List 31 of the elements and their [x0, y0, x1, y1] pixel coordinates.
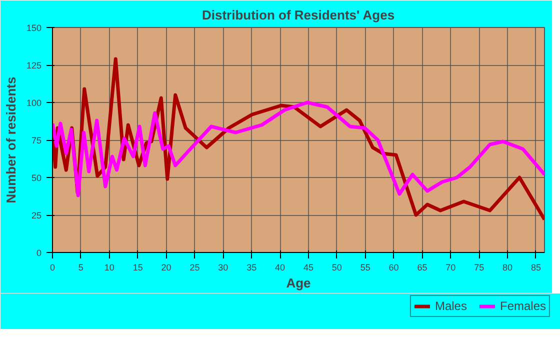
x-tick-label: 65 [417, 262, 428, 272]
x-tick-label: 5 [78, 262, 84, 272]
x-tick-label: 80 [502, 262, 513, 272]
x-tick-label: 25 [190, 262, 200, 272]
y-tick-label: 75 [31, 136, 42, 146]
y-axis-title: Number of residents [3, 76, 18, 204]
y-tick-label: 0 [36, 248, 42, 258]
x-tick-label: 45 [303, 262, 314, 272]
x-axis-title: Age [286, 276, 311, 290]
x-tick-label: 15 [132, 262, 143, 272]
chart-title: Distribution of Residents' Ages [202, 8, 395, 22]
y-tick-label: 100 [26, 98, 42, 108]
y-tick-label: 25 [31, 210, 42, 220]
y-tick-label: 150 [26, 23, 42, 33]
legend-label: Males [434, 299, 467, 313]
x-tick-label: 85 [530, 262, 541, 272]
legend-label: Females [500, 299, 546, 313]
line-series [52, 100, 544, 198]
x-tick-label: 55 [360, 262, 370, 272]
x-tick-label: 50 [332, 262, 342, 272]
x-tick-label: 35 [246, 262, 257, 272]
x-tick-label: 40 [275, 262, 286, 272]
x-tick-label: 30 [218, 262, 228, 272]
x-tick-label: 75 [474, 262, 484, 272]
x-tick-label: 20 [161, 262, 172, 272]
x-tick-label: 10 [104, 262, 114, 272]
x-tick-label: 0 [50, 262, 56, 272]
x-tick-label: 70 [446, 262, 456, 272]
x-tick-label: 60 [388, 262, 399, 272]
y-tick-label: 125 [26, 60, 42, 70]
y-tick-label: 50 [31, 173, 42, 183]
